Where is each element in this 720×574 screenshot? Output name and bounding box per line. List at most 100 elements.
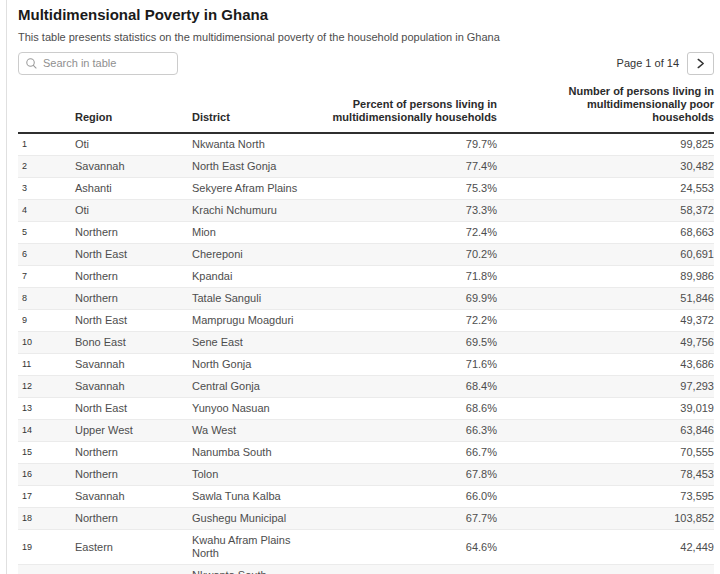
search-box[interactable] <box>18 52 178 75</box>
column-header-count: Number of persons living in multidimensi… <box>497 85 714 133</box>
cell-percent: 66.0% <box>332 486 497 508</box>
cell-percent: 66.7% <box>332 442 497 464</box>
table-row: 20 Oti Nkwanta South Municipal 63.4% 85,… <box>18 565 714 574</box>
table-row: 8 Northern Tatale Sanguli 69.9% 51,846 <box>18 288 714 310</box>
row-index: 11 <box>18 354 75 376</box>
table-row: 17 Savannah Sawla Tuna Kalba 66.0% 73,59… <box>18 486 714 508</box>
cell-region: Upper West <box>75 420 192 442</box>
cell-count: 99,825 <box>497 133 714 156</box>
cell-region: Oti <box>75 565 192 574</box>
cell-district: Kwahu Afram Plains North <box>192 530 332 565</box>
cell-district: North Gonja <box>192 354 332 376</box>
row-index: 15 <box>18 442 75 464</box>
cell-percent: 79.7% <box>332 133 497 156</box>
cell-district: Krachi Nchumuru <box>192 200 332 222</box>
table-header: Region District Percent of persons livin… <box>18 85 714 133</box>
cell-region: Northern <box>75 222 192 244</box>
row-index: 7 <box>18 266 75 288</box>
next-page-button[interactable] <box>687 52 714 75</box>
cell-count: 30,482 <box>497 156 714 178</box>
row-index: 19 <box>18 530 75 565</box>
cell-region: Northern <box>75 266 192 288</box>
cell-percent: 64.6% <box>332 530 497 565</box>
page-subtitle: This table presents statistics on the mu… <box>18 31 714 44</box>
column-header-region: Region <box>75 85 192 133</box>
table-row: 3 Ashanti Sekyere Afram Plains 75.3% 24,… <box>18 178 714 200</box>
column-header-district: District <box>192 85 332 133</box>
cell-district: Yunyoo Nasuan <box>192 398 332 420</box>
search-icon <box>25 57 38 70</box>
table-row: 11 Savannah North Gonja 71.6% 43,686 <box>18 354 714 376</box>
cell-percent: 73.3% <box>332 200 497 222</box>
cell-region: Savannah <box>75 156 192 178</box>
cell-region: Oti <box>75 133 192 156</box>
row-index: 14 <box>18 420 75 442</box>
cell-count: 97,293 <box>497 376 714 398</box>
cell-percent: 68.4% <box>332 376 497 398</box>
row-index: 13 <box>18 398 75 420</box>
table-row: 6 North East Chereponi 70.2% 60,691 <box>18 244 714 266</box>
cell-district: Mion <box>192 222 332 244</box>
cell-count: 42,449 <box>497 530 714 565</box>
cell-region: Northern <box>75 464 192 486</box>
pagination: Page 1 of 14 <box>617 52 714 75</box>
cell-percent: 68.6% <box>332 398 497 420</box>
cell-district: Kpandai <box>192 266 332 288</box>
cell-region: Bono East <box>75 332 192 354</box>
cell-count: 49,372 <box>497 310 714 332</box>
cell-region: North East <box>75 244 192 266</box>
column-header-index <box>18 85 75 133</box>
table-row: 13 North East Yunyoo Nasuan 68.6% 39,019 <box>18 398 714 420</box>
cell-percent: 71.8% <box>332 266 497 288</box>
cell-district: Wa West <box>192 420 332 442</box>
cell-region: Northern <box>75 442 192 464</box>
row-index: 2 <box>18 156 75 178</box>
table-row: 14 Upper West Wa West 66.3% 63,846 <box>18 420 714 442</box>
row-index: 17 <box>18 486 75 508</box>
cell-count: 85,079 <box>497 565 714 574</box>
cell-district: Nkwanta North <box>192 133 332 156</box>
table-row: 5 Northern Mion 72.4% 68,663 <box>18 222 714 244</box>
cell-percent: 72.2% <box>332 310 497 332</box>
row-index: 20 <box>18 565 75 574</box>
search-input[interactable] <box>43 57 171 69</box>
chevron-right-icon <box>696 58 705 69</box>
cell-district: Sekyere Afram Plains <box>192 178 332 200</box>
cell-count: 70,555 <box>497 442 714 464</box>
row-index: 1 <box>18 133 75 156</box>
table-row: 16 Northern Tolon 67.8% 78,453 <box>18 464 714 486</box>
poverty-table: Region District Percent of persons livin… <box>18 85 714 574</box>
table-toolbar: Page 1 of 14 <box>18 51 714 75</box>
table-row: 18 Northern Gushegu Municipal 67.7% 103,… <box>18 508 714 530</box>
row-index: 3 <box>18 178 75 200</box>
cell-region: North East <box>75 398 192 420</box>
cell-count: 60,691 <box>497 244 714 266</box>
row-index: 12 <box>18 376 75 398</box>
cell-percent: 70.2% <box>332 244 497 266</box>
cell-count: 63,846 <box>497 420 714 442</box>
cell-percent: 77.4% <box>332 156 497 178</box>
cell-percent: 69.5% <box>332 332 497 354</box>
row-index: 18 <box>18 508 75 530</box>
table-row: 2 Savannah North East Gonja 77.4% 30,482 <box>18 156 714 178</box>
cell-district: Nanumba South <box>192 442 332 464</box>
cell-district: Nkwanta South Municipal <box>192 565 332 574</box>
cell-district: Mamprugu Moagduri <box>192 310 332 332</box>
cell-count: 58,372 <box>497 200 714 222</box>
column-header-percent: Percent of persons living in multidimens… <box>332 85 497 133</box>
poverty-table-card: Multidimensional Poverty in Ghana This t… <box>6 0 720 574</box>
row-index: 6 <box>18 244 75 266</box>
row-index: 10 <box>18 332 75 354</box>
table-row: 12 Savannah Central Gonja 68.4% 97,293 <box>18 376 714 398</box>
cell-region: Eastern <box>75 530 192 565</box>
cell-district: Sawla Tuna Kalba <box>192 486 332 508</box>
cell-count: 51,846 <box>497 288 714 310</box>
cell-district: Tolon <box>192 464 332 486</box>
cell-percent: 66.3% <box>332 420 497 442</box>
cell-percent: 71.6% <box>332 354 497 376</box>
cell-district: Gushegu Municipal <box>192 508 332 530</box>
cell-count: 78,453 <box>497 464 714 486</box>
table-row: 10 Bono East Sene East 69.5% 49,756 <box>18 332 714 354</box>
cell-region: Ashanti <box>75 178 192 200</box>
cell-count: 89,986 <box>497 266 714 288</box>
